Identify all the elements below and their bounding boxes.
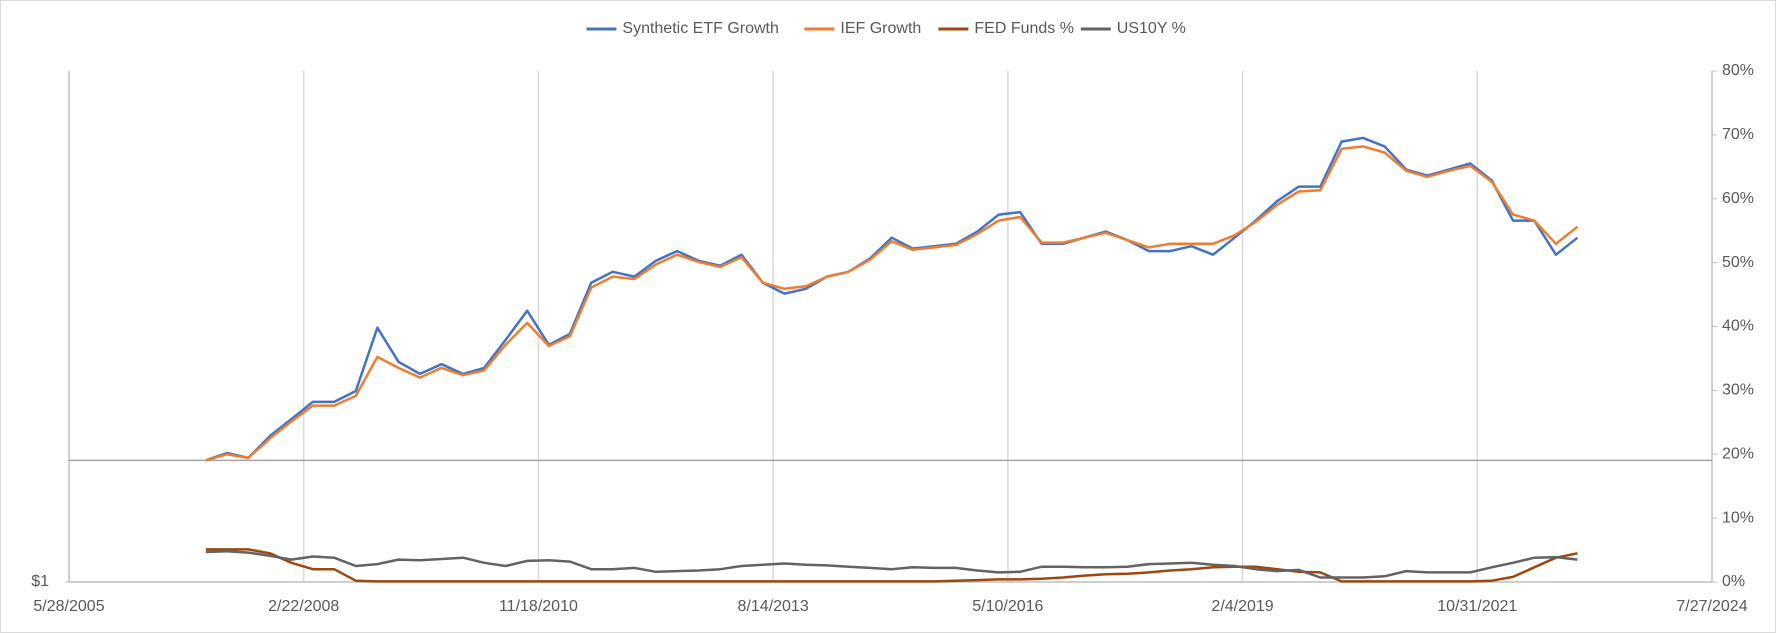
y2-tick-label: 50% — [1722, 254, 1754, 271]
y-tick-label: $1 — [31, 573, 49, 590]
legend-label: FED Funds % — [974, 20, 1074, 37]
series-line — [205, 550, 1578, 579]
y2-tick-label: 80% — [1722, 62, 1754, 79]
legend-label: Synthetic ETF Growth — [622, 20, 779, 37]
y2-tick-label: 20% — [1722, 445, 1754, 462]
x-tick-label: 11/18/2010 — [499, 598, 578, 615]
series-line — [205, 136, 1579, 462]
y2-tick-label: 70% — [1722, 126, 1754, 143]
x-tick-label: 5/10/2016 — [972, 598, 1043, 615]
x-tick-label: 2/22/2008 — [268, 598, 339, 615]
y2-tick-label: 40% — [1722, 318, 1754, 335]
x-tick-label: 5/28/2005 — [33, 598, 104, 615]
y2-tick-label: 30% — [1722, 382, 1754, 399]
x-tick-label: 8/14/2013 — [738, 598, 809, 615]
y2-tick-label: 0% — [1722, 573, 1745, 590]
series-line — [205, 145, 1579, 462]
y2-tick-label: 10% — [1722, 509, 1754, 526]
series-line — [205, 548, 1578, 583]
y2-tick-label: 60% — [1722, 190, 1754, 207]
x-tick-label: 10/31/2021 — [1437, 598, 1517, 615]
legend-label: US10Y % — [1117, 20, 1186, 37]
x-tick-label: 7/27/2024 — [1676, 598, 1747, 615]
legend-label: IEF Growth — [840, 20, 921, 37]
x-tick-label: 2/4/2019 — [1211, 598, 1273, 615]
